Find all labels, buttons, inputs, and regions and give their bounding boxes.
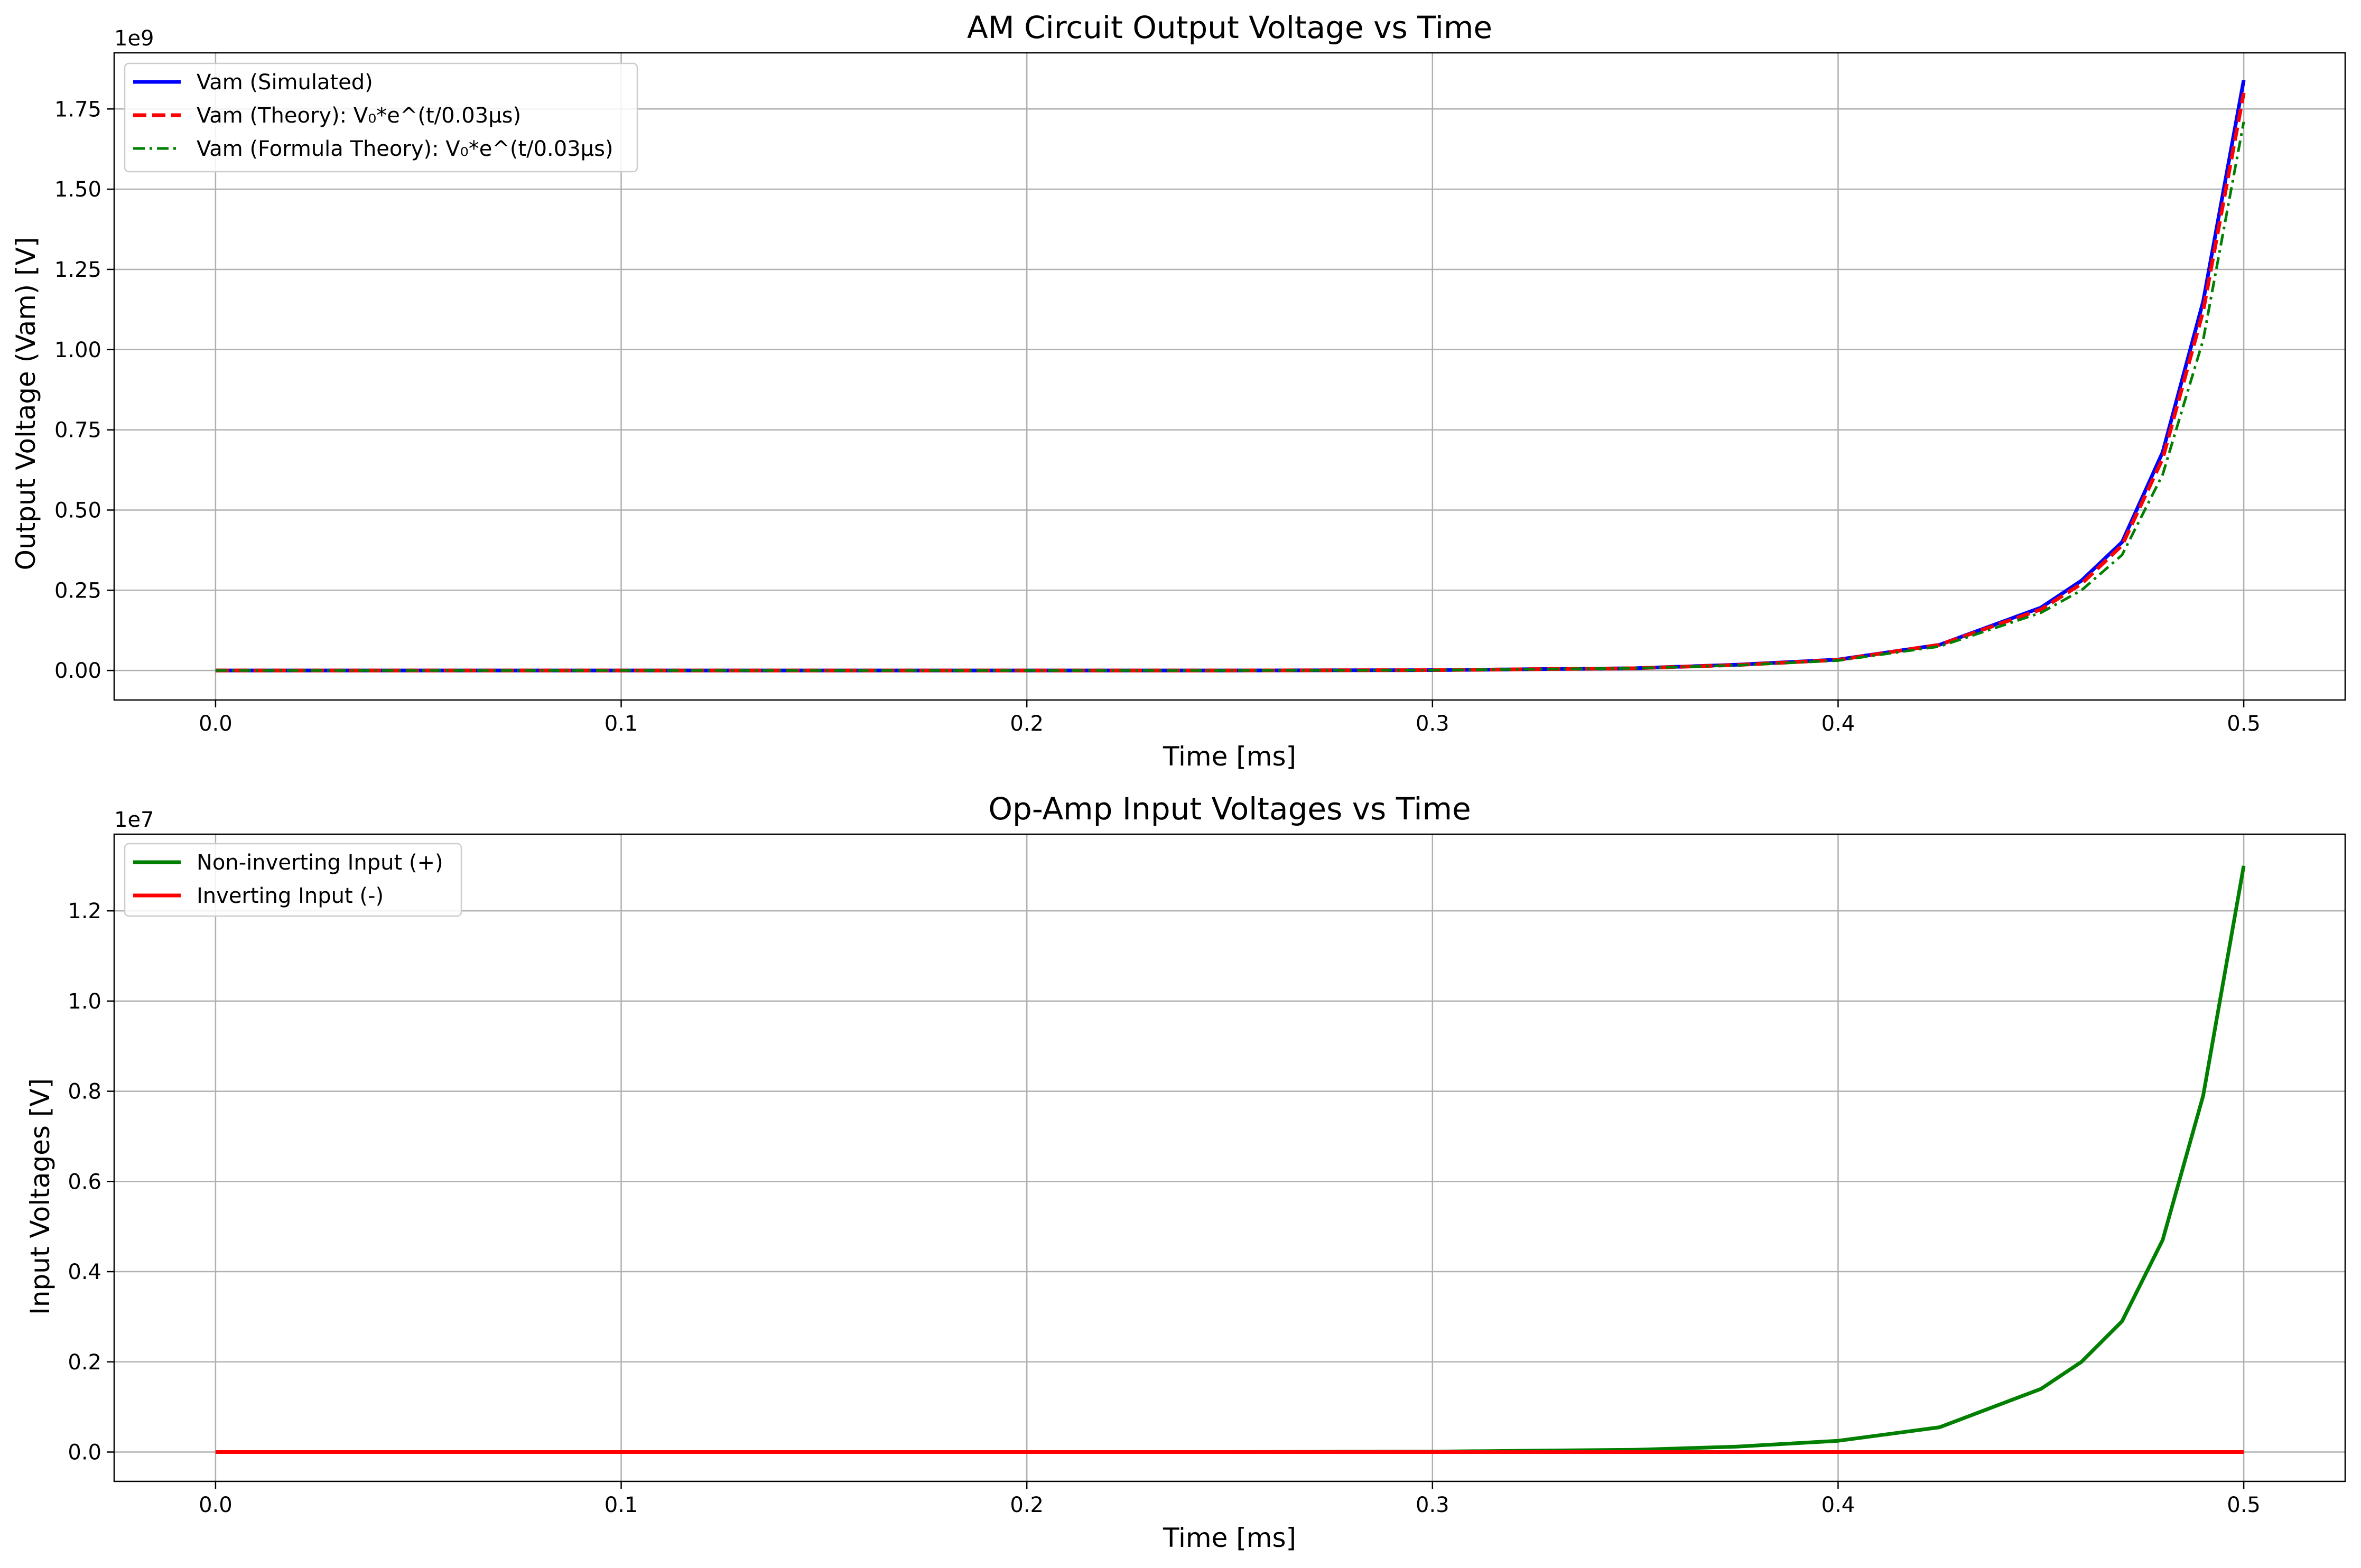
y-tick-label: 0.2 xyxy=(68,1350,101,1375)
y-ticks: 0.0 0.2 0.4 0.6 0.8 1.0 1.2 xyxy=(68,899,114,1465)
x-ticks: 0.0 0.1 0.2 0.3 0.4 0.5 xyxy=(199,700,2261,736)
series-layer xyxy=(215,79,2246,673)
x-tick-label: 0.2 xyxy=(1010,1493,1044,1517)
y-tick-label: 1.75 xyxy=(54,97,101,122)
chart-title: Op-Amp Input Voltages vs Time xyxy=(988,791,1471,827)
output-voltage-plot: AM Circuit Output Voltage vs Time 1e9 0.… xyxy=(11,10,2346,772)
legend-label-simulated: Vam (Simulated) xyxy=(197,70,373,95)
y-ticks: 0.00 0.25 0.50 0.75 1.00 1.25 1.50 1.75 xyxy=(54,97,114,683)
series-layer xyxy=(215,865,2246,1454)
y-tick-label: 0.00 xyxy=(54,659,101,683)
series-line-3 xyxy=(215,122,2245,672)
y-tick-label: 0.75 xyxy=(54,418,101,443)
x-tick-label: 0.3 xyxy=(1416,1493,1449,1517)
y-tick-label: 0.8 xyxy=(68,1080,101,1104)
y-tick-label: 1.2 xyxy=(68,899,101,923)
input-voltages-plot: Op-Amp Input Voltages vs Time 1e7 0.0 0.1… xyxy=(25,791,2346,1553)
x-tick-label: 0.1 xyxy=(605,1493,638,1517)
legend-label-non-inverting: Non-inverting Input (+) xyxy=(197,851,443,875)
x-tick-label: 0.2 xyxy=(1010,712,1044,736)
x-axis-label: Time [ms] xyxy=(1163,741,1296,772)
legend: Non-inverting Input (+) Inverting Input … xyxy=(124,843,462,917)
legend-label-theory: Vam (Theory): V₀*e^(t/0.03μs) xyxy=(197,104,521,128)
x-tick-label: 0.0 xyxy=(199,712,233,736)
y-tick-label: 1.00 xyxy=(54,338,101,362)
y-offset-label: 1e7 xyxy=(114,808,154,832)
x-tick-label: 0.5 xyxy=(2227,1493,2261,1517)
x-tick-label: 0.1 xyxy=(605,712,638,736)
legend-label-formula-theory: Vam (Formula Theory): V₀*e^(t/0.03μs) xyxy=(197,137,614,161)
x-tick-label: 0.4 xyxy=(1821,712,1855,736)
y-tick-label: 1.50 xyxy=(54,178,101,202)
y-tick-label: 0.25 xyxy=(54,578,101,603)
x-axis-label: Time [ms] xyxy=(1163,1523,1296,1553)
legend-box xyxy=(124,62,638,173)
y-tick-label: 0.50 xyxy=(54,498,101,522)
chart-title: AM Circuit Output Voltage vs Time xyxy=(967,10,1492,45)
y-offset-label: 1e9 xyxy=(114,26,154,51)
plot-frame xyxy=(113,52,2346,701)
legend: Vam (Simulated) Vam (Theory): V₀*e^(t/0.… xyxy=(124,62,638,173)
x-tick-label: 0.4 xyxy=(1821,1493,1855,1517)
y-tick-label: 1.25 xyxy=(54,258,101,282)
x-ticks: 0.0 0.1 0.2 0.3 0.4 0.5 xyxy=(199,1481,2261,1517)
x-tick-label: 0.5 xyxy=(2227,712,2261,736)
y-tick-label: 1.0 xyxy=(68,990,101,1014)
legend-box xyxy=(124,843,462,917)
y-axis-label: Output Voltage (Vam) [V] xyxy=(11,237,41,571)
legend-label-inverting: Inverting Input (-) xyxy=(197,884,384,908)
plot-frame xyxy=(113,833,2346,1482)
x-tick-label: 0.3 xyxy=(1416,712,1449,736)
y-tick-label: 0.0 xyxy=(68,1441,101,1465)
y-axis-label: Input Voltages [V] xyxy=(25,1078,55,1315)
y-tick-label: 0.6 xyxy=(68,1170,101,1194)
x-tick-label: 0.0 xyxy=(199,1493,233,1517)
y-tick-label: 0.4 xyxy=(68,1260,101,1284)
